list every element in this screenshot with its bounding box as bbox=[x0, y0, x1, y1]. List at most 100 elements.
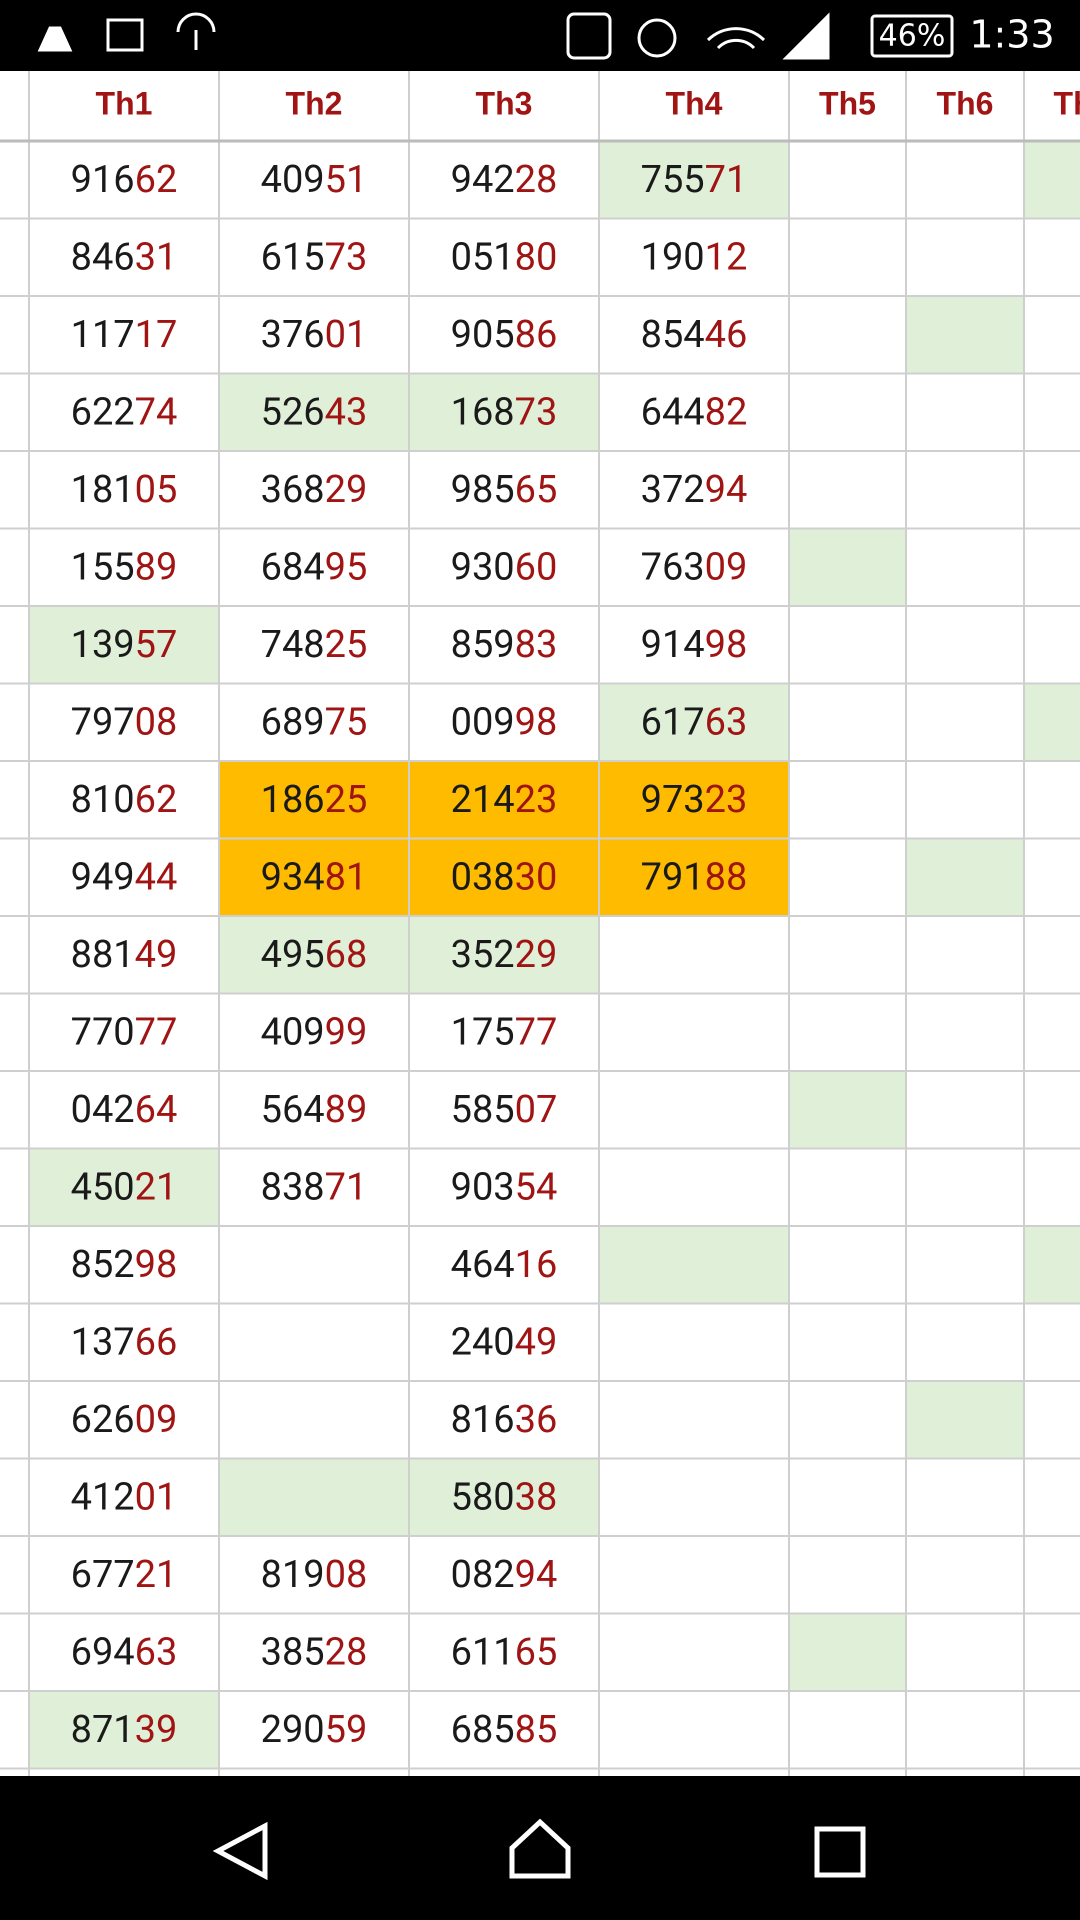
cell-number: 49568 bbox=[261, 933, 368, 977]
cell-number: 64482 bbox=[641, 390, 748, 434]
cell-number: 98565 bbox=[451, 468, 558, 512]
cell-number: 62274 bbox=[71, 390, 178, 434]
cell-highlight bbox=[219, 1458, 409, 1536]
cell-highlight bbox=[219, 373, 409, 451]
cell-number: 13766 bbox=[71, 1320, 178, 1364]
cell-number: 17577 bbox=[451, 1010, 558, 1054]
cell-highlight bbox=[409, 761, 599, 839]
cell-number: 13957 bbox=[71, 623, 178, 667]
cell-number: 83871 bbox=[261, 1165, 368, 1209]
cell-number: 85298 bbox=[71, 1243, 178, 1287]
cell-number: 68495 bbox=[261, 545, 368, 589]
cell-number: 18625 bbox=[261, 778, 368, 822]
cell-number: 93481 bbox=[261, 855, 368, 899]
cell-number: 08294 bbox=[451, 1553, 558, 1597]
cell-number: 81636 bbox=[451, 1398, 558, 1442]
cell-number: 61573 bbox=[261, 235, 368, 279]
cell-number: 68585 bbox=[451, 1708, 558, 1752]
cell-number: 93060 bbox=[451, 545, 558, 589]
nav-bar bbox=[0, 1776, 1080, 1920]
cell-number: 97323 bbox=[641, 778, 748, 822]
cell-number: 61165 bbox=[451, 1630, 558, 1674]
cell-number: 76309 bbox=[641, 545, 748, 589]
cell-number: 21423 bbox=[451, 778, 558, 822]
cell-number: 29059 bbox=[261, 1708, 368, 1752]
cell-number: 61763 bbox=[641, 700, 748, 744]
column-header: Th3 bbox=[476, 85, 533, 121]
cell-highlight bbox=[599, 683, 789, 761]
cell-number: 11717 bbox=[71, 313, 178, 357]
back-button[interactable] bbox=[212, 1821, 268, 1881]
cell-number: 67721 bbox=[71, 1553, 178, 1597]
cell-highlight bbox=[1024, 1226, 1080, 1304]
cell-number: 84631 bbox=[71, 235, 178, 279]
cell-number: 87139 bbox=[71, 1708, 178, 1752]
cell-number: 04264 bbox=[71, 1088, 178, 1132]
cell-number: 46416 bbox=[451, 1243, 558, 1287]
cell-highlight bbox=[789, 1613, 906, 1691]
cell-number: 74825 bbox=[261, 623, 368, 667]
cell-number: 91498 bbox=[641, 623, 748, 667]
cell-number: 68975 bbox=[261, 700, 368, 744]
battery: 46% bbox=[879, 19, 946, 54]
cell-number: 90354 bbox=[451, 1165, 558, 1209]
cell-number: 45021 bbox=[71, 1165, 178, 1209]
cell-highlight bbox=[906, 296, 1024, 374]
home-button[interactable] bbox=[509, 1818, 571, 1879]
cell-number: 38528 bbox=[261, 1630, 368, 1674]
cell-number: 85983 bbox=[451, 623, 558, 667]
cell-number: 16873 bbox=[451, 390, 558, 434]
cell-highlight bbox=[599, 1226, 789, 1304]
cell-number: 94228 bbox=[451, 158, 558, 202]
cell-number: 91662 bbox=[71, 158, 178, 202]
cell-highlight bbox=[409, 1458, 599, 1536]
cell-number: 88149 bbox=[71, 933, 178, 977]
status-icons bbox=[37, 12, 954, 60]
cell-number: 77077 bbox=[71, 1010, 178, 1054]
cell-highlight bbox=[29, 606, 219, 684]
cell-number: 75571 bbox=[641, 158, 748, 202]
cell-highlight bbox=[29, 1691, 219, 1769]
cell-number: 62609 bbox=[71, 1398, 178, 1442]
cell-number: 18105 bbox=[71, 468, 178, 512]
cell-number: 37294 bbox=[641, 468, 748, 512]
cell-number: 94944 bbox=[71, 855, 178, 899]
table: Th1 Th2 Th3 Th4 Th5 Th6 Th7 91662 40951 94228 7557… bbox=[0, 71, 1080, 1776]
clock: 1:33 bbox=[969, 13, 1054, 57]
cell-number: 15589 bbox=[71, 545, 178, 589]
cell-highlight bbox=[219, 916, 409, 994]
cell-highlight bbox=[29, 1148, 219, 1226]
cell-highlight bbox=[219, 761, 409, 839]
cell-number: 35229 bbox=[451, 933, 558, 977]
cell-number: 41201 bbox=[71, 1475, 178, 1519]
cell-number: 56489 bbox=[261, 1088, 368, 1132]
cell-highlight bbox=[1024, 141, 1080, 219]
cell-highlight bbox=[219, 838, 409, 916]
cell-number: 00998 bbox=[451, 700, 558, 744]
cell-number: 40951 bbox=[261, 158, 368, 202]
cell-highlight bbox=[409, 838, 599, 916]
column-header: Th7 bbox=[1054, 85, 1080, 121]
column-header: Th2 bbox=[286, 85, 343, 121]
column-header: Th4 bbox=[666, 85, 723, 121]
cell-number: 40999 bbox=[261, 1010, 368, 1054]
cell-highlight bbox=[599, 838, 789, 916]
cell-highlight bbox=[789, 528, 906, 606]
cell-number: 90586 bbox=[451, 313, 558, 357]
cell-number: 05180 bbox=[451, 235, 558, 279]
cell-number: 81908 bbox=[261, 1553, 368, 1597]
nav-buttons bbox=[212, 1818, 866, 1881]
cell-highlight bbox=[789, 1071, 906, 1149]
cell-number: 81062 bbox=[71, 778, 178, 822]
cell-highlight bbox=[599, 141, 789, 219]
cell-number: 79708 bbox=[71, 700, 178, 744]
cell-number: 58507 bbox=[451, 1088, 558, 1132]
column-header: Th5 bbox=[819, 85, 876, 121]
cell-highlight bbox=[409, 916, 599, 994]
cell-highlight bbox=[906, 1381, 1024, 1459]
recents-button[interactable] bbox=[814, 1826, 866, 1878]
cell-number: 24049 bbox=[451, 1320, 558, 1364]
cell-number: 37601 bbox=[261, 313, 368, 357]
column-header: Th1 bbox=[96, 85, 153, 121]
